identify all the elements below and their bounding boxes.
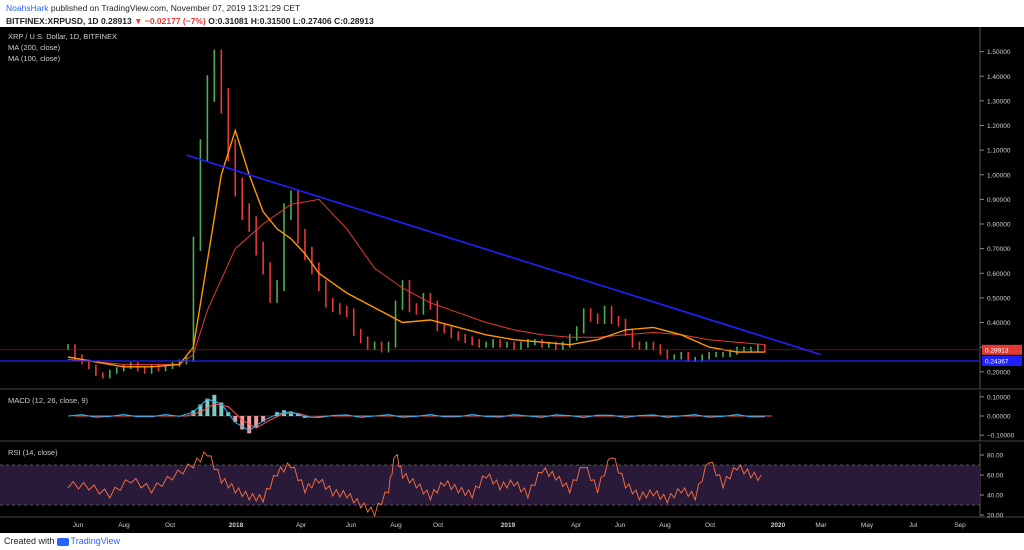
macd-histogram-bar — [261, 416, 266, 422]
x-tick-label: Jun — [615, 522, 626, 529]
ma100-line — [67, 128, 765, 368]
x-tick-label: 2019 — [501, 522, 516, 529]
high-value: 0.31500 — [259, 16, 291, 26]
x-tick-label: May — [861, 522, 874, 529]
time-axis: Jun Aug Oct 2018 Apr Jun Aug Oct 2019 Apr Jun Aug Oc… — [73, 522, 966, 529]
legend-entry: RSI (14, close) — [8, 448, 58, 457]
rsi-panel: 80.00 60.00 40.00 20.00 RSI (14, close) — [0, 443, 1024, 520]
ma200-line — [67, 198, 765, 365]
publish-line: NoahsHark published on TradingView.com, … — [6, 3, 300, 13]
symbol-name: BITFINEX:XRPUSD, 1D — [6, 16, 99, 26]
macd-histogram-bar — [226, 412, 231, 416]
created-with: Created with — [4, 536, 55, 546]
y-tick-label: 0.90000 — [987, 197, 1011, 204]
x-tick-label: Oct — [705, 522, 715, 529]
price-marker-label: 0.28913 — [985, 347, 1009, 354]
footer-text: Created with TradingView — [4, 536, 120, 546]
macd-histogram-bar — [191, 410, 196, 416]
author-link[interactable]: NoahsHark — [6, 3, 49, 13]
y-tick-label: 0.20000 — [987, 369, 1011, 376]
macd-histogram-bar — [295, 414, 300, 416]
price-change: −0.02177 (−7%) — [144, 16, 206, 26]
y-tick-label: 1.00000 — [987, 172, 1011, 179]
low-label: L: — [292, 16, 301, 26]
y-tick-label: 1.40000 — [987, 74, 1011, 81]
rsi-line — [67, 451, 762, 518]
chart-area[interactable]: 1.50000 1.40000 1.30000 1.20000 1.10000 1.000… — [0, 27, 1024, 533]
macd-histogram-bar — [289, 412, 293, 416]
change-arrow-icon: ▼ — [134, 16, 143, 26]
last-price: 0.28913 — [100, 16, 132, 26]
macd-histogram-bar — [198, 404, 203, 416]
macd-signal-line — [75, 403, 772, 429]
tradingview-brand-link[interactable]: TradingView — [70, 536, 121, 546]
macd-line — [67, 398, 765, 431]
macd-histogram-bar — [219, 402, 224, 416]
macd-histogram-bar — [247, 416, 252, 434]
close-value: 0.28913 — [342, 16, 374, 26]
price-marker — [982, 344, 1022, 355]
x-tick-label: 2018 — [229, 522, 244, 529]
y-tick-label: 0.60000 — [987, 271, 1011, 278]
close-label: C: — [334, 16, 343, 26]
x-tick-label: Apr — [296, 522, 307, 529]
high-label: H: — [250, 16, 260, 26]
macd-histogram-bar — [205, 398, 210, 416]
open-label: O: — [208, 16, 218, 26]
footer: Created with TradingView — [0, 533, 1024, 550]
trendline — [186, 154, 821, 356]
macd-histogram-bar — [254, 416, 259, 428]
y-tick-label: 0.10000 — [987, 394, 1011, 401]
symbol-line: BITFINEX:XRPUSD, 1D 0.28913 ▼ −0.02177 (… — [6, 16, 374, 26]
x-tick-label: Sep — [954, 522, 966, 529]
x-tick-label: Jul — [909, 522, 918, 529]
x-tick-label: Aug — [390, 522, 402, 529]
y-tick-label: 80.00 — [987, 453, 1004, 460]
y-tick-label: 0.70000 — [987, 246, 1011, 253]
price-panel: 1.50000 1.40000 1.30000 1.20000 1.10000 1.000… — [0, 27, 1024, 390]
chart-canvas[interactable]: 1.50000 1.40000 1.30000 1.20000 1.10000 1.000… — [0, 27, 1024, 533]
x-tick-label: Mar — [815, 522, 827, 529]
open-value: 0.31081 — [217, 16, 249, 26]
y-tick-label: 1.50000 — [987, 49, 1011, 56]
low-value: 0.27406 — [300, 16, 332, 26]
y-tick-label: 1.30000 — [987, 98, 1011, 105]
price-background — [0, 27, 980, 389]
x-tick-label: Apr — [571, 522, 582, 529]
macd-histogram-bar — [240, 416, 245, 430]
macd-histogram-bar — [212, 394, 217, 416]
x-tick-label: Aug — [659, 522, 671, 529]
legend-entry: MACD (12, 26, close, 9) — [8, 396, 89, 405]
y-tick-label: 40.00 — [987, 493, 1004, 500]
y-tick-label: 20.00 — [987, 513, 1004, 520]
legend-entry: XRP / U.S. Dollar, 1D, BITFINEX — [8, 32, 117, 41]
y-tick-label: 0.80000 — [987, 222, 1011, 229]
y-tick-label: 1.20000 — [987, 123, 1011, 130]
x-tick-label: Jun — [346, 522, 357, 529]
y-tick-label: 0.50000 — [987, 295, 1011, 302]
x-tick-label: 2020 — [771, 522, 786, 529]
y-tick-label: −0.10000 — [987, 433, 1015, 440]
x-tick-label: Aug — [118, 522, 130, 529]
publish-info: published on TradingView.com, November 0… — [50, 3, 301, 13]
y-tick-label: 0.00000 — [987, 414, 1011, 421]
macd-panel: 0.10000 0.00000 −0.10000 MACD (12, 26, clos… — [0, 391, 1024, 442]
price-marker-label: 0.24367 — [985, 359, 1009, 366]
x-tick-label: Jun — [73, 522, 84, 529]
y-tick-label: 60.00 — [987, 473, 1004, 480]
y-tick-label: 1.10000 — [987, 148, 1011, 155]
macd-histogram-bar — [233, 416, 238, 422]
price-marker — [982, 356, 1022, 367]
x-tick-label: Oct — [433, 522, 443, 529]
legend-entry: MA (200, close) — [8, 43, 61, 52]
y-tick-label: 0.40000 — [987, 320, 1011, 327]
tradingview-logo-icon — [56, 537, 69, 546]
x-tick-label: Oct — [165, 522, 175, 529]
legend-entry: MA (100, close) — [8, 54, 61, 63]
